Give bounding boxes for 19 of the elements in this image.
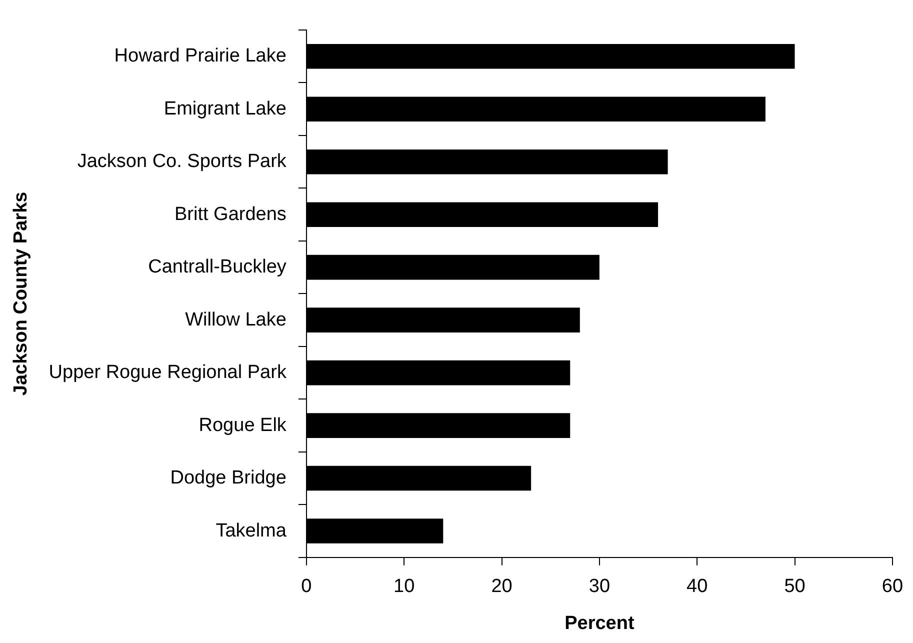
x-axis-title: Percent xyxy=(564,612,635,634)
x-tick-label: 10 xyxy=(394,576,415,598)
y-tick-label: Britt Gardens xyxy=(174,204,286,225)
x-tick-label: 60 xyxy=(882,576,904,598)
x-tick-label: 30 xyxy=(588,576,610,598)
x-tick-label: 50 xyxy=(784,576,806,598)
y-tick-label: Takelma xyxy=(216,520,287,542)
y-tick-label: Rogue Elk xyxy=(198,414,287,436)
x-tick-label: 40 xyxy=(686,576,708,598)
x-tick-label: 20 xyxy=(491,576,512,598)
y-tick-label: Emigrant Lake xyxy=(164,98,286,120)
y-tick-label: Jackson Co. Sports Park xyxy=(77,151,287,172)
y-axis-title: Jackson County Parks xyxy=(10,192,32,396)
y-tick-label: Upper Rogue Regional Park xyxy=(48,362,287,384)
y-tick-label: Dodge Bridge xyxy=(170,468,286,489)
y-tick-label: Willow Lake xyxy=(185,309,286,330)
y-tick-label: Cantrall-Buckley xyxy=(148,256,287,278)
x-tick-label: 0 xyxy=(301,576,312,598)
y-tick-label: Howard Prairie Lake xyxy=(114,46,286,67)
